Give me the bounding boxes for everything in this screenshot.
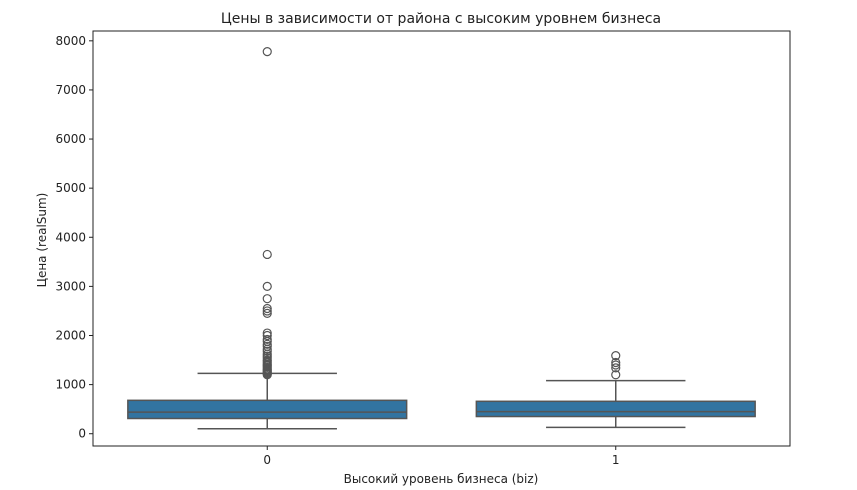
y-tick-label: 6000 [55, 132, 86, 146]
y-tick-label: 1000 [55, 378, 86, 392]
outlier-point [611, 370, 621, 380]
y-axis: 0 1000 2000 3000 4000 5000 6000 7000 8000 [55, 34, 93, 441]
x-tick-label: 1 [612, 453, 620, 467]
y-tick-label: 2000 [55, 328, 86, 342]
outlier-point [262, 249, 272, 260]
outlier-point [611, 363, 621, 373]
outlier-point [262, 294, 272, 304]
outlier-point [262, 328, 272, 338]
outlier-point [262, 281, 272, 291]
plot-frame [92, 30, 791, 447]
outlier-point [262, 47, 272, 57]
outlier-point [611, 360, 621, 370]
iqr-box [127, 399, 408, 420]
chart-title: Цены в зависимости от района с высоким у… [221, 11, 661, 27]
outlier-point [262, 334, 272, 345]
outlier-point [262, 330, 272, 341]
y-tick-label: 7000 [55, 83, 86, 97]
box-group-0 [127, 47, 408, 430]
x-axis-label: Высокий уровень бизнеса (biz) [344, 472, 539, 486]
x-tick-label: 0 [263, 453, 271, 467]
boxes [127, 47, 756, 430]
outlier-point [262, 303, 272, 314]
y-tick-label: 8000 [55, 34, 86, 48]
outlier-point [611, 357, 621, 368]
outlier-point [611, 351, 621, 361]
outlier-point [262, 308, 272, 318]
y-tick-label: 0 [78, 427, 86, 441]
iqr-box [475, 400, 756, 418]
y-axis-label: Цена (realSum) [35, 193, 49, 288]
y-tick-label: 4000 [55, 230, 86, 244]
outlier-point [262, 306, 272, 316]
y-tick-label: 3000 [55, 279, 86, 293]
box-group-1 [475, 351, 756, 429]
outlier-point [262, 339, 272, 349]
y-tick-label: 5000 [55, 181, 86, 195]
